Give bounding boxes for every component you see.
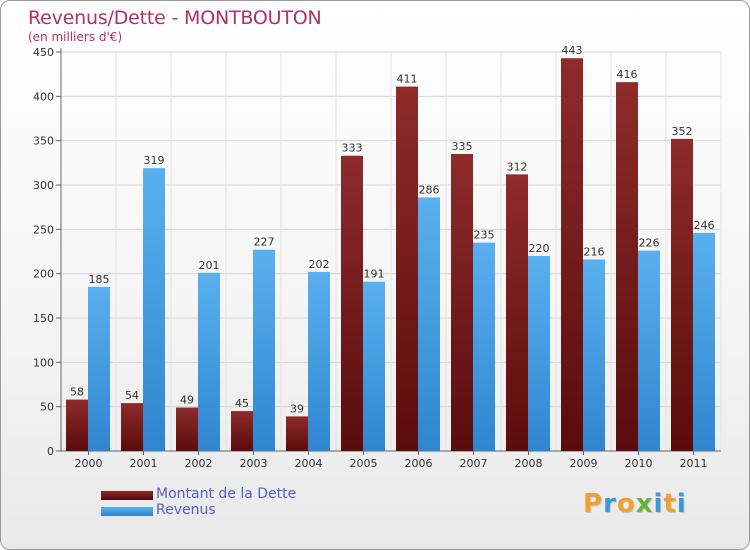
value-labels-layer: 58 54 49 45 39 333 411 335 312 443 416 352 185 319 201… [70, 44, 715, 415]
data-label-revenus: 216 [584, 245, 605, 258]
y-tick-label: 250 [33, 223, 54, 236]
data-label-revenus: 220 [529, 242, 550, 255]
data-label-revenus: 319 [144, 154, 165, 167]
bar-debt [231, 411, 253, 451]
bar-debt [121, 403, 143, 451]
y-tick-label: 50 [40, 401, 54, 414]
bar-debt [286, 416, 308, 451]
data-label-debt: 333 [342, 142, 363, 155]
bar-revenus [253, 249, 275, 451]
data-label-debt: 352 [672, 125, 693, 138]
data-label-debt: 416 [617, 68, 638, 81]
logo-letter: o [616, 489, 636, 519]
bar-debt [451, 153, 473, 451]
bar-revenus [473, 242, 495, 451]
data-label-debt: 312 [507, 160, 528, 173]
logo-letter: r [603, 489, 617, 519]
y-tick-label: 150 [33, 312, 54, 325]
x-tick-label: 2007 [460, 457, 488, 470]
bar-debt [66, 399, 88, 451]
legend-swatch-debt [101, 491, 153, 500]
y-tick-label: 0 [47, 445, 54, 458]
data-label-debt: 49 [180, 394, 194, 407]
y-tick-label: 300 [33, 179, 54, 192]
y-tick-label: 350 [33, 135, 54, 148]
y-tick-label: 100 [33, 356, 54, 369]
data-label-revenus: 201 [199, 259, 220, 272]
bar-debt [561, 58, 583, 451]
bar-revenus [308, 271, 330, 451]
logo-letter: t [663, 489, 677, 519]
data-label-revenus: 202 [309, 258, 330, 271]
logo-letter: x [635, 489, 654, 519]
legend-label-revenus: Revenus [156, 502, 216, 518]
bar-debt [506, 174, 528, 452]
data-label-revenus: 227 [254, 236, 275, 249]
data-label-debt: 54 [125, 389, 139, 402]
bar-revenus [638, 250, 660, 451]
x-tick-label: 2003 [240, 457, 268, 470]
legend-label-debt: Montant de la Dette [156, 486, 297, 502]
bar-debt [341, 155, 363, 452]
data-label-debt: 45 [235, 397, 249, 410]
logo-letter: i [653, 489, 664, 519]
proxiti-logo: Proxiti [583, 489, 687, 523]
bar-revenus [363, 281, 385, 451]
x-tick-label: 2001 [130, 457, 158, 470]
bar-revenus [693, 232, 715, 451]
x-tick-label: 2009 [570, 457, 598, 470]
bar-debt [671, 138, 693, 452]
y-tick-label: 200 [33, 268, 54, 281]
bar-revenus [418, 197, 440, 451]
data-label-debt: 443 [562, 44, 583, 57]
data-label-revenus: 235 [474, 229, 495, 242]
x-tick-label: 2002 [185, 457, 213, 470]
x-tick-label: 2005 [350, 457, 378, 470]
data-label-debt: 335 [452, 140, 473, 153]
data-label-revenus: 185 [89, 273, 110, 286]
legend-swatch-revenus [101, 507, 153, 516]
bar-revenus [528, 255, 550, 451]
x-tick-label: 2000 [75, 457, 103, 470]
chart-title: Revenus/Dette - MONTBOUTON [28, 7, 322, 29]
bar-revenus [143, 168, 165, 452]
y-tick-label: 400 [33, 90, 54, 103]
x-tick-label: 2006 [405, 457, 433, 470]
data-label-revenus: 286 [419, 183, 440, 196]
data-label-revenus: 246 [694, 219, 715, 232]
data-label-debt: 58 [70, 386, 84, 399]
axis-layer: 0 50 100 150 200 250 300 350 400 450 2000 2001 2002 2… [33, 46, 721, 470]
data-label-revenus: 191 [364, 268, 385, 281]
data-label-debt: 411 [397, 73, 418, 86]
logo-letter: P [583, 489, 604, 519]
x-tick-label: 2011 [680, 457, 708, 470]
bar-debt [616, 82, 638, 451]
bar-revenus [583, 259, 605, 451]
x-tick-label: 2004 [295, 457, 323, 470]
x-tick-label: 2008 [515, 457, 543, 470]
x-tick-label: 2010 [625, 457, 653, 470]
bar-debt [396, 86, 418, 451]
data-label-revenus: 226 [639, 237, 660, 250]
bar-chart: 0 50 100 150 200 250 300 350 400 450 2000 2001 2002 2… [33, 44, 722, 470]
bar-debt [176, 407, 198, 451]
bar-revenus [88, 286, 110, 451]
logo-letter: i [676, 489, 687, 519]
chart-subtitle: (en milliers d'€) [28, 30, 123, 44]
bar-revenus [198, 272, 220, 451]
data-label-debt: 39 [290, 402, 304, 415]
bars-layer [66, 58, 715, 452]
y-tick-label: 450 [33, 46, 54, 59]
